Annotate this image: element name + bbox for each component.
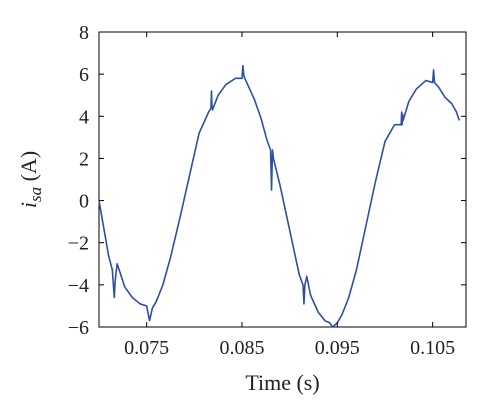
y-tick-label: −4	[68, 275, 89, 297]
y-tick-label: 2	[79, 148, 89, 170]
y-axis-title-unit: (A)	[16, 151, 41, 187]
x-tick-label: 0.095	[315, 337, 360, 359]
x-tick-label: 0.085	[219, 337, 264, 359]
y-tick-label: 6	[79, 64, 89, 86]
plot-frame	[98, 31, 467, 328]
x-tick-label: 0.075	[124, 337, 169, 359]
y-tick-label: 0	[79, 191, 89, 213]
series-line	[98, 64, 461, 328]
x-tick-label: 0.105	[410, 337, 455, 359]
x-axis-ticks: 0.075 0.085 0.095 0.105	[124, 32, 455, 359]
y-axis-title: isa (A)	[16, 151, 45, 208]
y-axis-title-symbol: i	[16, 202, 41, 208]
x-axis-title: Time (s)	[245, 370, 319, 395]
plot-area	[98, 31, 467, 328]
y-axis-title-subscript: sa	[26, 187, 45, 202]
y-axis-ticks: −6 −4 −2 0 2 4 6 8	[68, 22, 466, 339]
y-tick-label: −6	[68, 317, 89, 339]
y-tick-label: 8	[79, 22, 89, 44]
y-tick-label: 4	[79, 106, 89, 128]
y-tick-label: −2	[68, 233, 89, 255]
